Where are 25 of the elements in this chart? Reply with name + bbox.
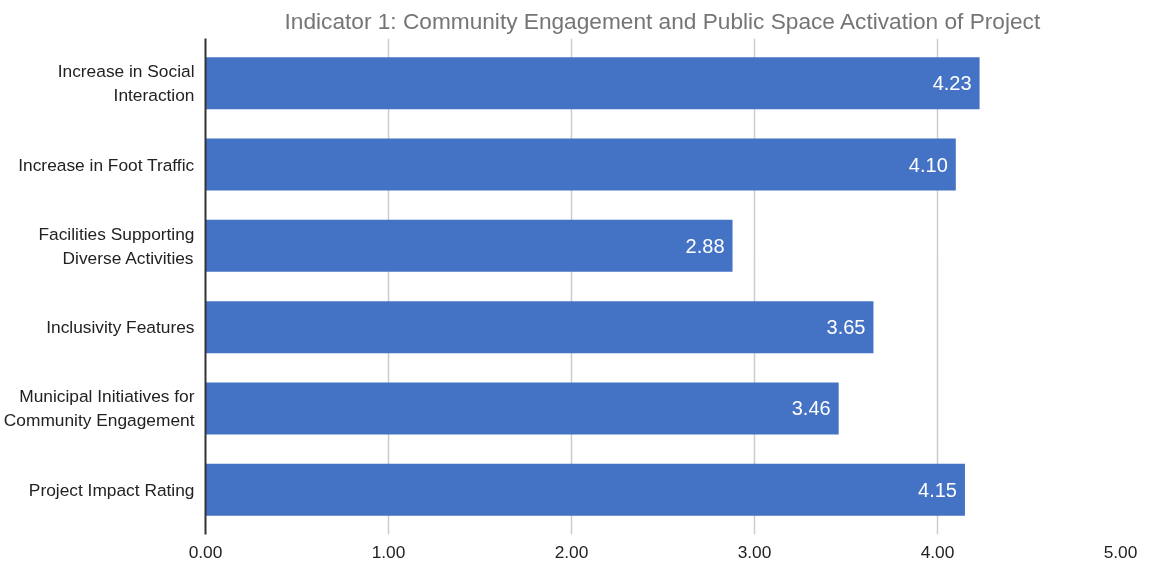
data-label: 4.10 <box>908 153 948 176</box>
x-tick-label: 4.00 <box>920 541 955 562</box>
y-tick-label: Facilities Supporting Diverse Activities <box>38 223 195 268</box>
y-tick-label: Increase in Social Interaction <box>57 61 195 106</box>
data-label: 2.88 <box>685 234 725 257</box>
y-tick-label: Project Impact Rating <box>28 479 195 500</box>
bar <box>205 382 839 435</box>
data-label: 3.65 <box>826 316 866 339</box>
bar <box>205 463 965 516</box>
x-tick-label: 0.00 <box>188 541 223 562</box>
bar <box>205 57 980 110</box>
chart-title: Indicator 1: Community Engagement and Public Space Activation of Project <box>284 7 1041 34</box>
data-label: 4.23 <box>932 72 972 95</box>
bar <box>205 219 733 272</box>
x-tick-label: 1.00 <box>371 541 406 562</box>
y-tick-label: Municipal Initiatives for Community Engagement <box>3 386 195 431</box>
data-label: 3.46 <box>791 397 831 420</box>
x-tick-label: 5.00 <box>1103 541 1138 562</box>
y-tick-label: Increase in Foot Traffic <box>18 154 195 175</box>
x-tick-label: 2.00 <box>554 541 589 562</box>
data-label: 4.15 <box>918 478 957 501</box>
bar <box>205 301 874 354</box>
bar <box>205 138 956 191</box>
x-tick-label: 3.00 <box>737 541 772 562</box>
y-tick-label: Inclusivity Features <box>46 317 195 338</box>
